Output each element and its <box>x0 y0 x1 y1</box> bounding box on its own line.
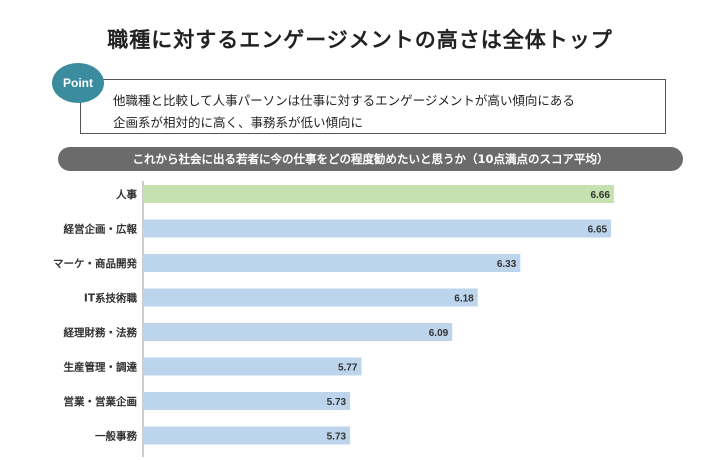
point-line-1: 他職種と比較して人事パーソンは仕事に対するエンゲージメントが高い傾向にある <box>113 93 575 108</box>
category-label-3: IT系技術職 <box>84 292 138 305</box>
value-label-0: 6.66 <box>590 190 610 201</box>
category-label-4: 経理財務・法務 <box>64 326 138 339</box>
value-label-3: 6.18 <box>454 294 474 305</box>
category-label-5: 生産管理・調達 <box>64 361 138 374</box>
category-label-2: マーケ・商品開発 <box>53 257 137 270</box>
value-label-4: 6.09 <box>429 328 449 339</box>
chart-question-banner: これから社会に出る若者に今の仕事をどの程度勧めたいと思うか（10点満点のスコア平… <box>58 147 683 171</box>
category-label-1: 経営企画・広報 <box>64 223 138 236</box>
point-summary-box: 他職種と比較して人事パーソンは仕事に対するエンゲージメントが高い傾向にある 企画… <box>80 79 666 134</box>
bar-2 <box>143 254 521 272</box>
value-label-7: 5.73 <box>327 432 347 443</box>
bar-4 <box>143 323 453 341</box>
point-badge: Point <box>52 63 104 103</box>
value-label-1: 6.65 <box>588 225 608 236</box>
value-label-5: 5.77 <box>338 363 358 374</box>
bar-0 <box>143 185 614 203</box>
bar-1 <box>143 219 612 238</box>
value-label-2: 6.33 <box>497 259 517 270</box>
bar-5 <box>143 357 362 376</box>
page-title: 職種に対するエンゲージメントの高さは全体トップ <box>107 28 613 52</box>
bar-6 <box>143 392 351 410</box>
category-label-6: 営業・営業企画 <box>64 395 138 408</box>
value-label-6: 5.73 <box>327 397 347 408</box>
bar-7 <box>143 426 351 445</box>
category-label-0: 人事 <box>116 188 137 201</box>
bar-3 <box>143 288 478 307</box>
point-line-2: 企画系が相対的に高く、事務系が低い傾向に <box>113 115 364 130</box>
category-label-7: 一般事務 <box>95 430 137 443</box>
